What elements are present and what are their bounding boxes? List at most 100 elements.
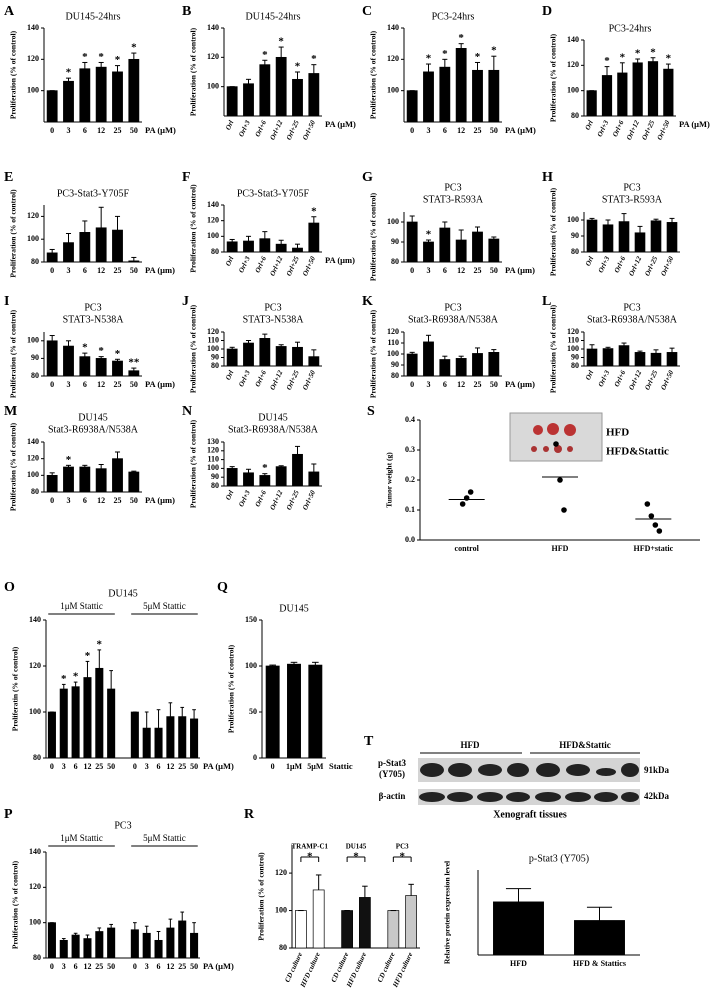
x-tick-label: Orl+6	[254, 119, 269, 138]
bar	[95, 227, 107, 263]
panel-letter: R	[244, 807, 255, 822]
y-axis-label: Proliferation (% of control)	[549, 33, 558, 122]
bar	[602, 348, 614, 367]
point	[553, 441, 559, 447]
significance: *	[85, 650, 91, 662]
point	[557, 477, 563, 483]
bar	[455, 358, 467, 377]
x-tick-label: Orl+25	[643, 255, 659, 278]
bar	[586, 219, 598, 253]
bar	[83, 677, 92, 759]
bar	[112, 360, 123, 377]
y-axis-label: Proliferation (% of control)	[9, 309, 18, 398]
band	[596, 768, 616, 776]
bar	[79, 466, 91, 493]
y-axis-label: Tumor weight (g)	[385, 452, 394, 508]
bar	[666, 352, 678, 367]
chart-title: PC3	[84, 302, 101, 313]
y-tick-label: 0.0	[405, 535, 415, 544]
y-axis-label: Proliferation (% of control)	[9, 30, 18, 119]
x-tick-label: 3	[67, 266, 71, 275]
y-axis-label: Proliferation (% of control)	[9, 189, 18, 278]
y-tick-label: 120	[387, 327, 399, 336]
x-tick-label: Orl+3	[237, 369, 252, 388]
significance: *	[426, 53, 432, 65]
y-tick-label: 120	[29, 661, 41, 670]
chart-title: PC3	[623, 302, 640, 313]
bar	[112, 71, 123, 123]
y-tick-label: 80	[391, 257, 399, 266]
y-tick-label: 90	[31, 353, 39, 362]
y-tick-label: 80	[211, 481, 219, 490]
chart-title: DU145	[78, 412, 107, 423]
x-tick-label: Orl+12	[627, 255, 643, 278]
x-tick-label: HFD & Stattics	[573, 959, 626, 968]
x-tick-label: 12	[457, 380, 465, 389]
bar	[439, 66, 451, 123]
chart-subtitle: Stat3-R6938A/N538A	[408, 314, 499, 325]
x-tick-label: 6	[83, 266, 87, 275]
blot-group: HFD&Stattic	[559, 740, 611, 750]
x-tick-label: Orl+3	[597, 369, 612, 388]
bar	[243, 472, 254, 487]
x-tick-label: 50	[490, 126, 498, 135]
bar	[292, 247, 303, 253]
chart-title: DU145	[258, 412, 287, 423]
bar	[63, 345, 74, 377]
chart-title: PC3	[623, 182, 640, 193]
x-tick-label: Orl+3	[237, 255, 252, 274]
bar	[275, 466, 287, 487]
panel-letter: I	[4, 294, 9, 309]
significance: *	[311, 205, 317, 217]
x-tick-label: Orl+12	[268, 489, 284, 512]
tumor	[533, 425, 543, 435]
group-label: 1μM Stattic	[60, 601, 103, 611]
bar	[226, 86, 238, 117]
x-tick-label: HFD+static	[633, 544, 673, 553]
x-tick-label: 0	[50, 126, 54, 135]
x-tick-label: HFD	[510, 959, 527, 968]
bar	[47, 922, 56, 959]
significance: *	[307, 851, 313, 863]
bar	[308, 664, 323, 759]
bar	[406, 353, 418, 377]
significance: *	[311, 53, 317, 65]
x-tick-label: Orl	[224, 255, 235, 267]
bar	[308, 356, 320, 367]
y-tick-label: 100	[29, 917, 41, 926]
tumor	[567, 446, 573, 452]
x-tick-label: 6	[157, 962, 161, 971]
x-tick-label: 0	[50, 266, 54, 275]
bar	[647, 61, 659, 117]
significance: *	[491, 45, 497, 57]
panel-letter: A	[4, 4, 15, 19]
band	[621, 763, 639, 777]
x-tick-label: 3	[427, 126, 431, 135]
x-tick-label: 50	[130, 266, 138, 275]
y-tick-label: 80	[33, 953, 41, 962]
x-tick-label: HFD	[552, 544, 569, 553]
y-tick-label: 120	[207, 327, 219, 336]
chart-subtitle: Stat3-R6938A/N538A	[228, 424, 319, 435]
x-tick-label: 6	[443, 126, 447, 135]
group-label: TRAMP-C1	[291, 843, 328, 851]
x-tick-label: 6	[443, 380, 447, 389]
y-tick-label: 110	[387, 338, 399, 347]
x-axis-label: PA (μm)	[505, 379, 535, 389]
point	[648, 513, 655, 519]
bar	[586, 90, 597, 117]
blot-caption: Xenograft tissues	[493, 809, 567, 820]
panel-letter: Q	[217, 580, 228, 595]
group-label: 5μM Stattic	[143, 601, 186, 611]
chart-title: DU145-24hrs	[246, 11, 301, 22]
band-size: 42kDa	[644, 791, 670, 801]
y-tick-label: 90	[211, 352, 219, 361]
x-tick-label: Orl+3	[237, 119, 252, 138]
y-tick-label: 80	[33, 753, 41, 762]
x-tick-label: 0	[410, 380, 414, 389]
x-tick-label: 0	[50, 762, 54, 771]
x-tick-label: 50	[130, 380, 138, 389]
x-tick-label: 12	[166, 962, 174, 971]
x-tick-label: 12	[83, 762, 91, 771]
x-tick-label: 25	[114, 126, 122, 135]
